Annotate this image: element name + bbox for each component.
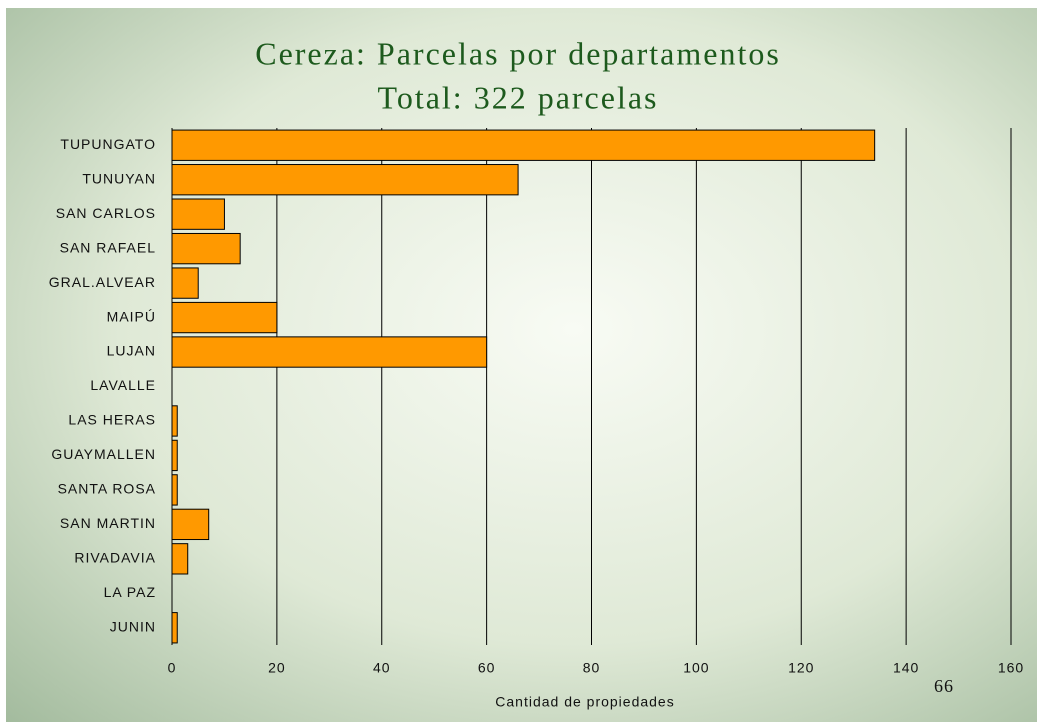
x-tick-label: 40 <box>373 660 391 676</box>
y-tick-label: GUAYMALLEN <box>51 446 156 462</box>
bar <box>171 612 178 644</box>
bar <box>171 301 278 334</box>
bar <box>171 543 189 575</box>
bar <box>171 267 199 299</box>
y-tick-label: SAN CARLOS <box>56 205 156 221</box>
bar <box>171 405 178 437</box>
y-tick-label: MAIPÚ <box>107 308 156 324</box>
y-tick-label: LUJAN <box>107 343 156 359</box>
x-tick-label: 120 <box>788 660 814 676</box>
y-tick-label: SAN RAFAEL <box>60 239 156 255</box>
chart-subtitle: Total: 322 parcelas <box>378 79 659 115</box>
chart-title: Cereza: Parcelas por departamentos <box>255 35 781 71</box>
y-tick-label: LA PAZ <box>104 584 156 600</box>
x-tick-label: 160 <box>998 660 1024 676</box>
y-tick-label: SAN MARTIN <box>60 515 156 531</box>
bar <box>171 198 225 230</box>
bar <box>171 164 519 196</box>
y-tick-label: TUPUNGATO <box>60 136 156 152</box>
page-number: 66 <box>934 676 954 696</box>
x-tick-label: 0 <box>168 660 177 676</box>
x-tick-label: 140 <box>893 660 919 676</box>
y-tick-label: SANTA ROSA <box>58 481 156 497</box>
y-tick-label: RIVADAVIA <box>74 550 156 566</box>
x-tick-label: 80 <box>583 660 601 676</box>
y-tick-label: LAS HERAS <box>68 412 156 428</box>
x-tick-label: 100 <box>683 660 709 676</box>
x-axis-label: Cantidad de propiedades <box>495 694 674 710</box>
bar <box>171 232 241 265</box>
bar <box>171 336 488 368</box>
bar <box>171 129 876 161</box>
bar <box>171 439 178 472</box>
y-tick-label: LAVALLE <box>90 377 156 393</box>
x-tick-label: 60 <box>478 660 496 676</box>
bar <box>171 508 210 541</box>
y-tick-label: JUNIN <box>110 618 156 634</box>
y-tick-label: GRAL.ALVEAR <box>49 274 156 290</box>
y-tick-label: TUNUYAN <box>82 170 156 186</box>
x-tick-label: 20 <box>268 660 286 676</box>
bar <box>171 474 178 506</box>
